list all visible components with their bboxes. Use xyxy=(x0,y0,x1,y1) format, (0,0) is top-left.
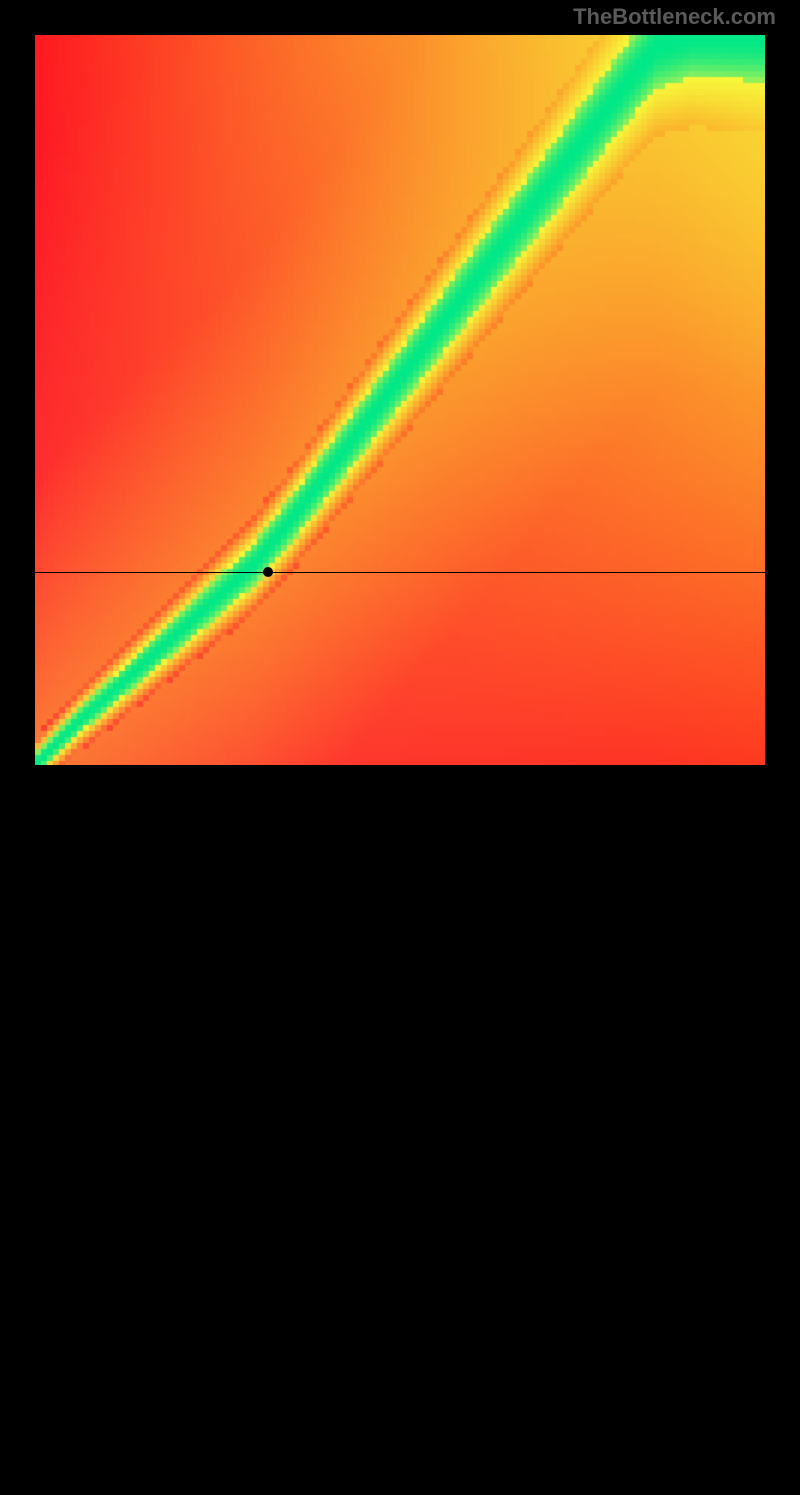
marker-point xyxy=(263,567,273,577)
crosshair-horizontal xyxy=(35,572,765,573)
crosshair-vertical xyxy=(268,765,269,1495)
plot-area xyxy=(35,35,765,765)
bottleneck-heatmap xyxy=(35,35,765,765)
watermark-label: TheBottleneck.com xyxy=(573,4,776,30)
chart-container: TheBottleneck.com xyxy=(0,0,800,800)
